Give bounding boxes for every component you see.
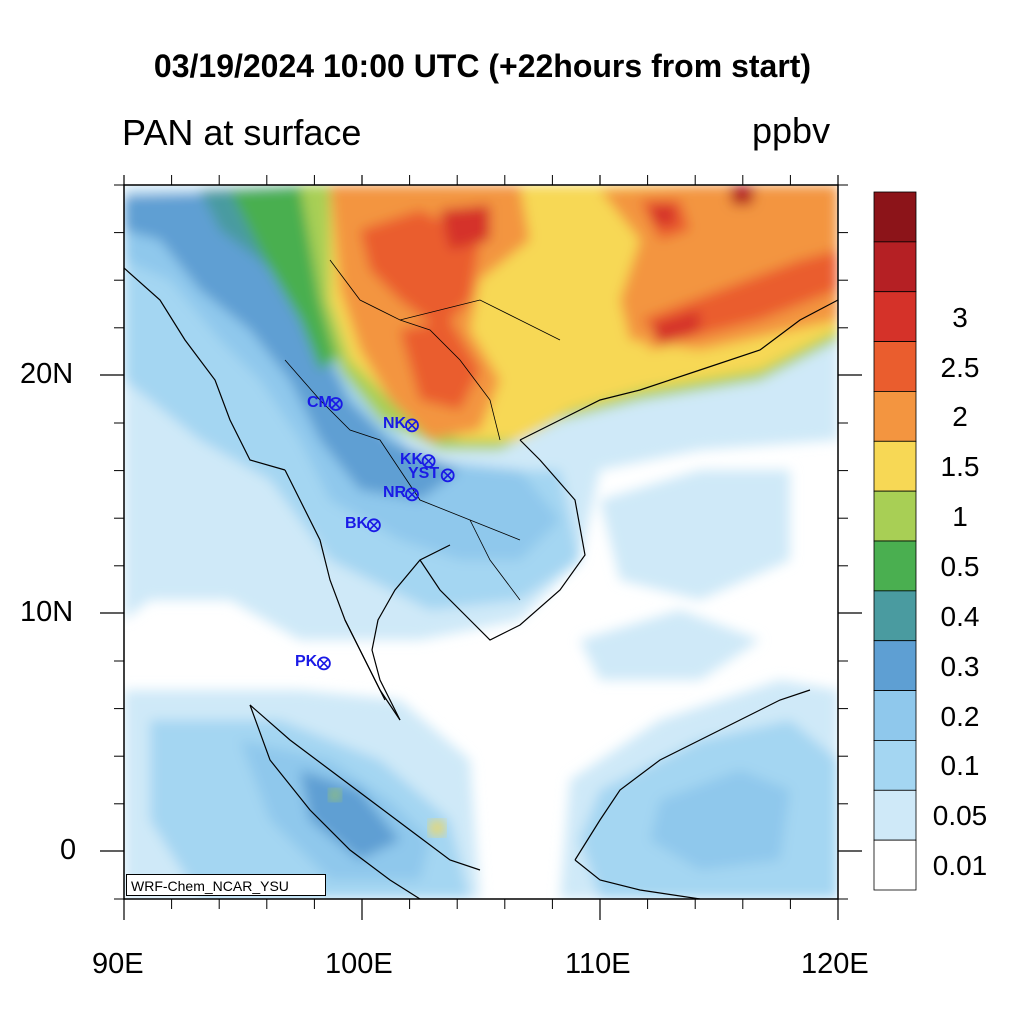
x-tick-label: 90E bbox=[92, 948, 144, 980]
station-marker-cross bbox=[369, 520, 379, 530]
station-label: NK bbox=[383, 415, 407, 432]
colorbar-swatch bbox=[873, 590, 917, 642]
colorbar-swatch bbox=[873, 291, 917, 342]
colorbar-swatch bbox=[873, 490, 917, 542]
station-markers bbox=[316, 397, 455, 671]
station-marker bbox=[366, 518, 381, 533]
station-marker bbox=[405, 418, 419, 433]
colorbar-level-label: 2 bbox=[952, 401, 968, 432]
colorbar-swatch bbox=[873, 440, 917, 492]
colorbar-level-label: 1.5 bbox=[940, 451, 980, 482]
concentration-field bbox=[124, 185, 838, 899]
station-marker-cross bbox=[407, 420, 417, 430]
colorbar-level-label: 0.1 bbox=[940, 750, 980, 781]
model-credit: WRF-Chem_NCAR_YSU bbox=[126, 874, 326, 896]
colorbar-level-label: 0.5 bbox=[940, 551, 980, 582]
colorbar-swatch bbox=[873, 391, 917, 442]
map-frame bbox=[123, 184, 839, 900]
station-label: BK bbox=[345, 515, 369, 532]
colorbar-level-label: 1 bbox=[952, 501, 968, 532]
y-tick-label: 0 bbox=[60, 834, 77, 866]
colorbar-swatch bbox=[873, 191, 917, 243]
country-borders bbox=[284, 259, 561, 601]
minor-ticks bbox=[114, 175, 848, 909]
colorbar-level-label: 0.01 bbox=[932, 850, 988, 881]
colorbar-swatch bbox=[873, 241, 917, 293]
colorbar-swatch bbox=[873, 540, 917, 592]
units-label: ppbv bbox=[752, 110, 831, 151]
station-label: NR bbox=[383, 484, 407, 501]
station-marker-cross bbox=[424, 456, 434, 466]
colorbar-swatch bbox=[873, 341, 917, 392]
station-marker bbox=[405, 487, 419, 502]
axis-ticks bbox=[100, 175, 862, 920]
colorbar-level-label: 0.4 bbox=[940, 601, 980, 632]
station-marker bbox=[440, 468, 455, 483]
station-label: PK bbox=[295, 653, 318, 670]
station-label: YST bbox=[408, 465, 440, 482]
colorbar-level-label: 2.5 bbox=[940, 352, 980, 383]
colorbar-level-label: 0.2 bbox=[940, 701, 980, 732]
station-label: CM bbox=[307, 394, 332, 411]
x-tick-label: 110E bbox=[565, 948, 631, 980]
colorbar-swatch bbox=[873, 690, 917, 741]
colorbar-swatch bbox=[873, 640, 917, 691]
colorbar-level-label: 0.05 bbox=[932, 800, 988, 831]
station-label: KK bbox=[400, 451, 424, 468]
colorbar-swatch bbox=[873, 789, 917, 841]
y-tick-label: 20N bbox=[20, 358, 74, 390]
station-marker-cross bbox=[331, 399, 341, 409]
coastlines bbox=[124, 267, 838, 899]
variable-subtitle: PAN at surface bbox=[122, 112, 362, 153]
station-marker bbox=[421, 454, 436, 469]
colorbar-swatch bbox=[873, 740, 917, 791]
main-title: 03/19/2024 10:00 UTC (+22hours from star… bbox=[153, 48, 812, 84]
y-tick-label: 10N bbox=[20, 596, 74, 628]
station-marker-cross bbox=[407, 489, 417, 499]
station-marker-cross bbox=[443, 470, 453, 480]
colorbar-swatch bbox=[873, 839, 917, 891]
x-tick-label: 100E bbox=[325, 948, 393, 980]
colorbar-level-label: 3 bbox=[952, 302, 968, 333]
colorbar-level-label: 0.3 bbox=[940, 651, 980, 682]
station-marker bbox=[316, 656, 331, 671]
station-marker bbox=[328, 397, 343, 411]
station-marker-cross bbox=[319, 658, 329, 668]
colorbar bbox=[873, 191, 917, 891]
x-tick-label: 120E bbox=[801, 948, 869, 980]
